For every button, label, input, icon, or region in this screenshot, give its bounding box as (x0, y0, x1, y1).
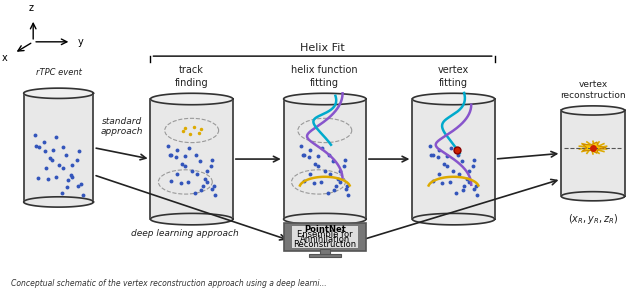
Polygon shape (412, 93, 495, 105)
FancyBboxPatch shape (292, 226, 358, 248)
Polygon shape (150, 213, 233, 225)
Text: rTPC event: rTPC event (36, 68, 81, 77)
Polygon shape (150, 93, 233, 105)
Bar (561, 110, 625, 196)
Text: y: y (77, 37, 83, 47)
Text: vertex
fitting: vertex fitting (438, 65, 469, 88)
Polygon shape (24, 88, 93, 98)
Text: Reconstruction: Reconstruction (293, 240, 356, 249)
Text: deep learning approach: deep learning approach (131, 229, 239, 238)
Text: track
finding: track finding (175, 65, 209, 88)
Polygon shape (561, 106, 625, 115)
Text: Annihilation: Annihilation (300, 235, 350, 244)
Polygon shape (24, 197, 93, 207)
Text: $(x_R, y_R, z_R)$: $(x_R, y_R, z_R)$ (568, 212, 618, 226)
Text: PointNet: PointNet (304, 225, 346, 234)
Text: helix function
fitting: helix function fitting (291, 65, 358, 88)
Text: Conceptual schematic of the vertex reconstruction approach using a deep learni..: Conceptual schematic of the vertex recon… (11, 279, 326, 288)
Bar (284, 99, 366, 219)
Bar (150, 99, 233, 219)
Polygon shape (561, 192, 625, 201)
Bar (24, 93, 93, 202)
FancyBboxPatch shape (284, 223, 366, 251)
Bar (412, 99, 495, 219)
Polygon shape (284, 93, 366, 105)
Polygon shape (582, 142, 605, 153)
Text: Helix Fit: Helix Fit (300, 43, 345, 53)
Polygon shape (284, 213, 366, 225)
Text: z: z (28, 3, 33, 13)
FancyBboxPatch shape (320, 249, 330, 256)
Text: Ensemble for: Ensemble for (297, 230, 353, 239)
FancyBboxPatch shape (309, 254, 340, 257)
Text: standard
approach: standard approach (100, 117, 143, 136)
Polygon shape (412, 213, 495, 225)
Text: x: x (2, 53, 8, 62)
Text: vertex
reconstruction: vertex reconstruction (560, 80, 626, 100)
